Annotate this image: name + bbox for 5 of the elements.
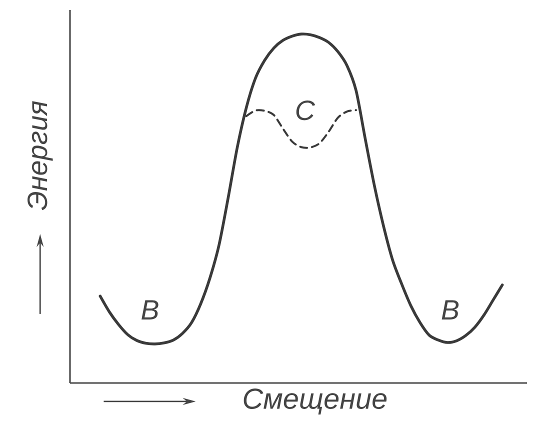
annotation: В xyxy=(442,300,459,320)
annotation: В xyxy=(142,300,158,320)
y-axis-title: Энергия xyxy=(28,101,53,210)
x-axis-title: Смещение xyxy=(244,388,387,414)
annotation: С xyxy=(296,100,316,120)
